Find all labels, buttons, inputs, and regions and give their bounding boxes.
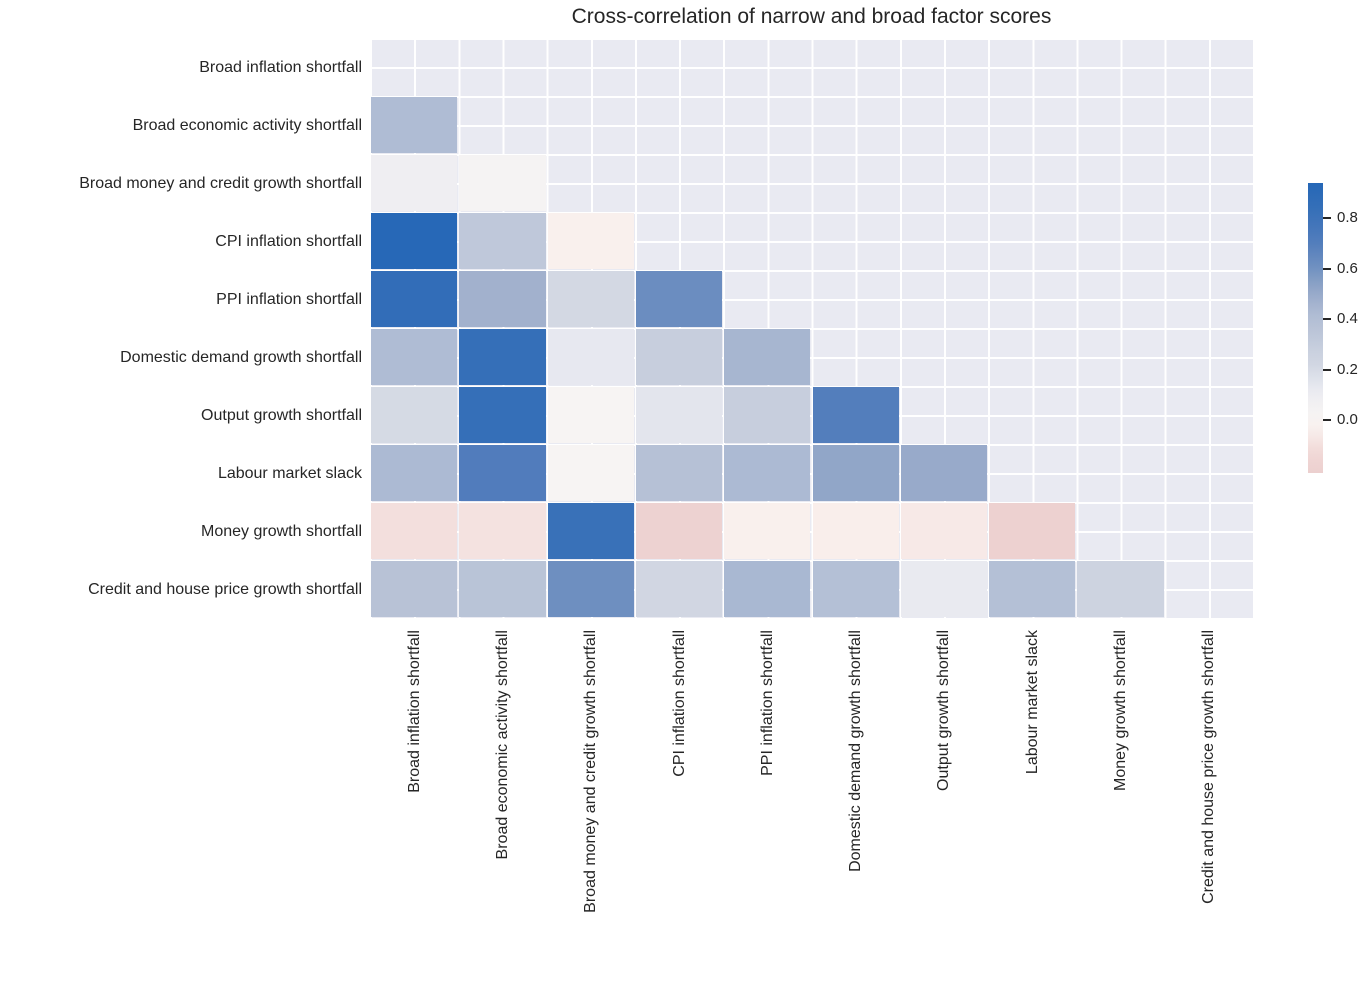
heatmap-cell (459, 213, 546, 269)
y-tick-label: Credit and house price growth shortfall (88, 580, 362, 598)
heatmap-cell (547, 445, 634, 501)
y-tick-label: Broad money and credit growth shortfall (79, 174, 362, 192)
heatmap-cell (371, 213, 458, 269)
heatmap-cell (900, 445, 988, 501)
y-tick-label: CPI inflation shortfall (215, 232, 362, 250)
heatmap-cell (724, 503, 811, 559)
x-tick-label: Credit and house price growth shortfall (1200, 630, 1218, 904)
x-tick-label: Money growth shortfall (1112, 630, 1130, 791)
heatmap-cell (1077, 561, 1164, 617)
y-tick-label: PPI inflation shortfall (216, 290, 362, 308)
heatmap-cell (547, 271, 634, 327)
heatmap-cell (635, 503, 723, 559)
heatmap-cell (371, 97, 458, 153)
heatmap-cell (724, 329, 811, 385)
heatmap-cell (371, 561, 458, 617)
heatmap-cell (371, 155, 458, 211)
y-tick-label: Output growth shortfall (201, 406, 362, 424)
y-tick-label: Domestic demand growth shortfall (120, 348, 362, 366)
heatmap-cell (635, 561, 723, 617)
y-tick-label: Broad inflation shortfall (199, 58, 362, 76)
heatmap-cell (724, 561, 811, 617)
heatmap-cell (371, 503, 458, 559)
heatmap-cell (812, 445, 899, 501)
heatmap-cell (371, 271, 458, 327)
heatmap-cell (724, 387, 811, 443)
x-tick-label: Labour market slack (1023, 630, 1041, 775)
heatmap-cell (459, 329, 546, 385)
colorbar-tick-mark (1323, 368, 1331, 371)
colorbar-tick-label: 0.8 (1337, 209, 1358, 227)
heatmap-cell (812, 503, 899, 559)
heatmap-cell (724, 445, 811, 501)
x-tick-label: Broad inflation shortfall (405, 630, 423, 793)
x-tick-label: Broad economic activity shortfall (493, 630, 511, 860)
colorbar-tick-mark (1323, 267, 1331, 270)
colorbar-gradient (1308, 183, 1323, 473)
heatmap-cell (547, 213, 634, 269)
heatmap-cell (371, 329, 458, 385)
heatmap-cell (989, 503, 1076, 559)
heatmap-cell (459, 561, 546, 617)
heatmap-cell (812, 387, 899, 443)
heatmap-cell (635, 445, 723, 501)
heatmap-cell (635, 271, 723, 327)
colorbar-tick-label: 0.6 (1337, 259, 1358, 277)
x-tick-label: PPI inflation shortfall (758, 630, 776, 776)
heatmap-cell (547, 561, 634, 617)
x-tick-label: Domestic demand growth shortfall (847, 630, 865, 872)
colorbar-tick-label: 0.2 (1337, 360, 1358, 378)
y-tick-label: Broad economic activity shortfall (132, 116, 362, 134)
heatmap-cell (635, 387, 723, 443)
colorbar-tick-mark (1323, 217, 1331, 220)
x-tick-label: CPI inflation shortfall (670, 630, 688, 777)
heatmap-cell (459, 155, 546, 211)
heatmap-cell (812, 561, 899, 617)
colorbar-tick-mark (1323, 419, 1331, 422)
heatmap-cell (635, 329, 723, 385)
colorbar-tick-label: 0.0 (1337, 411, 1358, 429)
heatmap-cell (547, 503, 634, 559)
x-tick-label: Output growth shortfall (935, 630, 953, 791)
heatmap-plot-area (370, 38, 1253, 618)
heatmap-cell (459, 271, 546, 327)
heatmap-cell (371, 445, 458, 501)
colorbar-tick-mark (1323, 318, 1331, 321)
heatmap-cell (459, 503, 546, 559)
y-tick-label: Money growth shortfall (201, 522, 362, 540)
heatmap-cell (547, 387, 634, 443)
heatmap-cell (371, 387, 458, 443)
heatmap-cell (989, 561, 1076, 617)
heatmap-cell (900, 503, 988, 559)
heatmap-cell (459, 445, 546, 501)
heatmap-cell (547, 329, 634, 385)
heatmap-cell (900, 561, 988, 617)
y-tick-label: Labour market slack (217, 464, 362, 482)
x-tick-label: Broad money and credit growth shortfall (582, 630, 600, 913)
heatmap-cell (459, 387, 546, 443)
colorbar-tick-label: 0.4 (1337, 310, 1358, 328)
chart-title: Cross-correlation of narrow and broad fa… (571, 5, 1052, 28)
